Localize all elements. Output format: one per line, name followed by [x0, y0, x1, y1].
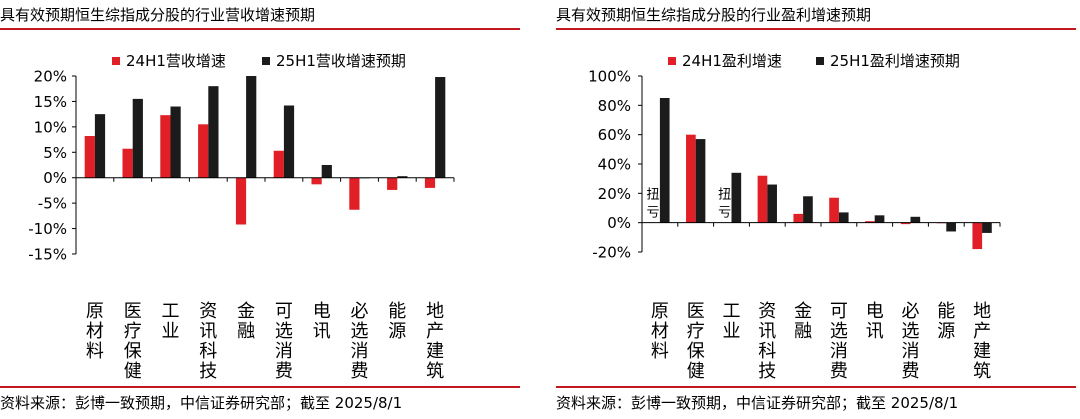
- y-tick-label: 60%: [598, 126, 631, 144]
- bar: [695, 139, 706, 223]
- x-tick-label: 工业: [162, 301, 180, 342]
- y-tick-label: 80%: [598, 97, 631, 115]
- bar: [132, 98, 143, 178]
- bar: [910, 216, 921, 223]
- bar: [838, 212, 849, 223]
- bar: [283, 105, 295, 178]
- bar: [900, 222, 911, 225]
- bar: [946, 222, 956, 232]
- bar: [731, 172, 742, 223]
- bar: [829, 197, 839, 223]
- x-tick-label: 资讯科技: [199, 301, 217, 382]
- legend-swatch: [112, 57, 120, 65]
- legend-swatch: [668, 57, 676, 65]
- bar: [686, 134, 696, 223]
- x-tick-label: 地产建筑: [426, 301, 444, 382]
- y-tick-label: 0%: [43, 169, 67, 187]
- bar: [94, 114, 106, 178]
- bar: [803, 196, 813, 223]
- x-tick-label: 医疗保健: [687, 301, 705, 382]
- bar: [767, 184, 777, 223]
- x-tick-label: 地产建筑: [973, 301, 991, 382]
- bar: [122, 148, 133, 178]
- x-tick-label: 必选消费: [351, 301, 369, 382]
- y-tick-label: 0%: [607, 214, 631, 232]
- bar: [435, 77, 446, 178]
- y-tick-label: 100%: [588, 68, 631, 86]
- y-tick-label: 40%: [598, 156, 631, 174]
- revenue-panel: 具有效预期恒生综指成分股的行业营收增速预期 24H1营收增速 25H1营收增速预期…: [0, 0, 524, 419]
- legend-label: 25H1盈利增速预期: [830, 52, 960, 70]
- legend-swatch: [816, 57, 824, 65]
- x-tick-label: 原材料: [86, 301, 104, 362]
- x-tick-label: 能源: [388, 301, 406, 342]
- bar: [246, 76, 257, 178]
- x-tick-label: 能源: [937, 301, 955, 342]
- y-tick-label: -5%: [38, 195, 67, 213]
- annotation-label: 扭亏: [647, 188, 660, 221]
- x-tick-label: 工业: [723, 301, 741, 342]
- x-tick-label: 医疗保健: [124, 301, 142, 382]
- bar: [84, 136, 95, 178]
- source-rule: [0, 386, 520, 388]
- profit-chart-title: 具有效预期恒生综指成分股的行业盈利增速预期: [556, 6, 872, 24]
- bar: [235, 177, 247, 225]
- y-tick-label: -15%: [28, 246, 67, 264]
- x-tick-label: 电讯: [866, 301, 884, 342]
- y-tick-label: 20%: [598, 185, 631, 203]
- y-tick-label: 5%: [43, 144, 67, 162]
- x-tick-label: 资讯科技: [758, 301, 776, 382]
- y-tick-label: 10%: [34, 118, 67, 136]
- bar: [160, 115, 171, 178]
- x-tick-label: 原材料: [651, 301, 669, 362]
- bar: [198, 124, 209, 178]
- source-rule: [556, 386, 1076, 388]
- bar: [349, 177, 360, 210]
- source-note: 资料来源：彭博一致预期，中信证券研究部；截至 2025/8/1: [0, 394, 403, 412]
- bar: [397, 176, 408, 178]
- x-tick-label: 必选消费: [902, 301, 920, 382]
- y-tick-label: -20%: [592, 244, 631, 262]
- bar: [321, 165, 332, 178]
- bar: [865, 221, 875, 223]
- bar: [273, 150, 284, 178]
- annotation-label: 扭亏: [718, 188, 731, 221]
- x-tick-label: 可选消费: [275, 301, 293, 382]
- bar: [387, 177, 398, 190]
- bar: [208, 86, 219, 178]
- x-tick-label: 金融: [794, 301, 812, 342]
- bar: [793, 213, 804, 223]
- x-tick-label: 可选消费: [830, 301, 848, 382]
- y-tick-label: 20%: [34, 68, 67, 86]
- y-tick-label: -10%: [28, 220, 67, 238]
- legend-label: 25H1营收增速预期: [276, 52, 406, 70]
- title-rule: [556, 28, 1076, 30]
- source-note: 资料来源：彭博一致预期，中信证券研究部；截至 2025/8/1: [556, 394, 959, 412]
- profit-growth-chart: 24H1盈利增速 25H1盈利增速预期 100% 80% 60% 40% 20% 0% -20%…: [588, 52, 1001, 382]
- bar: [982, 222, 992, 233]
- revenue-growth-chart: 24H1营收增速 25H1营收增速预期 20% 15% 10% 5% 0% -5% -10% -1…: [28, 52, 455, 382]
- bar: [311, 177, 322, 185]
- legend-label: 24H1营收增速: [126, 52, 226, 70]
- title-rule: [0, 28, 520, 30]
- bar: [170, 106, 181, 178]
- revenue-chart-title: 具有效预期恒生综指成分股的行业营收增速预期: [0, 6, 316, 24]
- x-tick-label: 金融: [237, 301, 255, 342]
- bar: [659, 98, 670, 223]
- bar: [972, 222, 983, 250]
- legend-label: 24H1盈利增速: [682, 52, 782, 70]
- legend-swatch: [262, 57, 270, 65]
- bar: [424, 177, 436, 188]
- bar: [757, 175, 768, 223]
- y-tick-label: 15%: [34, 93, 67, 111]
- bar: [874, 215, 885, 223]
- profit-panel: 具有效预期恒生综指成分股的行业盈利增速预期 24H1盈利增速 25H1盈利增速预期…: [556, 0, 1080, 419]
- x-tick-label: 电讯: [313, 301, 331, 342]
